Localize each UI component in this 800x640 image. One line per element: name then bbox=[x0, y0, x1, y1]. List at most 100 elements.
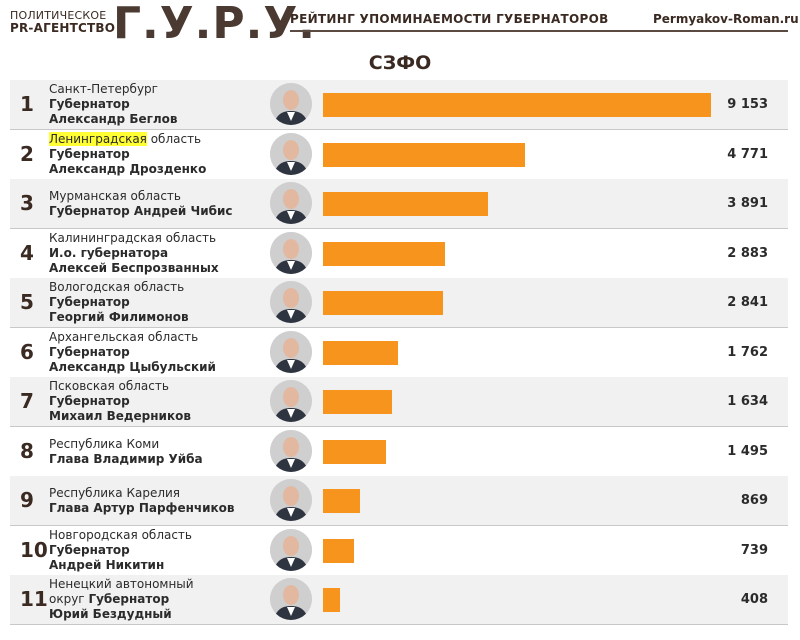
bar bbox=[323, 291, 444, 315]
table-row: 2 Ленинградская область Губернатор Александ… bbox=[10, 130, 788, 180]
governor-label: Псковская область Губернатор Михаил Ведерн… bbox=[49, 379, 271, 424]
rank-label: 6 bbox=[20, 339, 34, 364]
rank-label: 7 bbox=[20, 389, 34, 413]
region-name: Архангельская область bbox=[49, 329, 199, 344]
portrait-icon bbox=[270, 182, 312, 224]
region-name: Ненецкий автономный bbox=[49, 577, 194, 591]
portrait-icon bbox=[270, 330, 312, 373]
rank-label: 4 bbox=[20, 240, 34, 265]
data-label: 1 495 bbox=[727, 443, 768, 459]
governor-title: округ Губернатор bbox=[49, 592, 271, 607]
governor-label: Республика Карелия Глава Артур Парфенчико… bbox=[49, 486, 271, 516]
bar bbox=[323, 340, 398, 365]
governor-name: Александр Беглов bbox=[49, 112, 178, 126]
region-name: Республика Карелия bbox=[49, 486, 181, 500]
bar bbox=[323, 241, 446, 266]
data-label: 739 bbox=[740, 542, 768, 558]
table-row: 11 Ненецкий автономный округ Губернатор Юри… bbox=[10, 575, 788, 625]
data-label: 2 883 bbox=[727, 245, 768, 261]
rank-label: 1 bbox=[20, 92, 34, 116]
region-name: Мурманская область bbox=[49, 189, 181, 203]
bar bbox=[323, 390, 393, 414]
region-name: Новгородская область bbox=[49, 527, 192, 542]
portrait-icon bbox=[270, 380, 312, 422]
governor-avatar bbox=[270, 479, 312, 521]
table-row: 8 Республика Коми Глава Владимир Уйба 1 495 bbox=[10, 427, 788, 477]
bar bbox=[323, 93, 711, 117]
rank-label: 5 bbox=[20, 290, 34, 314]
governor-label: Вологодская область Губернатор Георгий Фил… bbox=[49, 280, 271, 325]
data-label: 3 891 bbox=[727, 196, 768, 211]
data-label: 9 153 bbox=[727, 97, 768, 112]
governor-title: Губернатор bbox=[49, 344, 130, 359]
governor-avatar bbox=[270, 528, 312, 571]
region-name: Вологодская область bbox=[49, 280, 185, 294]
bar bbox=[323, 142, 526, 167]
portrait-icon bbox=[270, 83, 312, 125]
portrait-icon bbox=[270, 578, 312, 620]
rank-label: 11 bbox=[20, 587, 48, 611]
logo: Г.У.Р.У. bbox=[113, 0, 316, 49]
governor-title: Губернатор Андрей Чибис bbox=[49, 204, 233, 218]
table-row: 5 Вологодская область Губернатор Георгий Фи… bbox=[10, 278, 788, 328]
governor-avatar bbox=[270, 182, 312, 224]
region-name: Калининградская область bbox=[49, 230, 217, 245]
agency-label: ПОЛИТИЧЕСКОЕ PR-АГЕНТСТВО bbox=[10, 9, 115, 35]
governor-label: Мурманская область Губернатор Андрей Чиби… bbox=[49, 189, 271, 219]
table-row: 1 Санкт-Петербург Губернатор Александр Бегл… bbox=[10, 80, 788, 130]
governor-title: Губернатор bbox=[49, 146, 130, 161]
chart-subtitle: РЕЙТИНГ УПОМИНАЕМОСТИ ГУБЕРНАТОРОВ bbox=[290, 12, 609, 26]
governor-avatar bbox=[270, 578, 312, 620]
governor-avatar bbox=[270, 231, 312, 274]
bar bbox=[323, 588, 341, 612]
portrait-icon bbox=[270, 429, 312, 472]
rank-label: 2 bbox=[20, 141, 34, 166]
bar bbox=[323, 192, 488, 216]
table-row: 9 Республика Карелия Глава Артур Парфенчик… bbox=[10, 476, 788, 526]
governor-title: Губернатор bbox=[49, 295, 130, 309]
portrait-icon bbox=[270, 479, 312, 521]
governor-label: Калининградская область И.о. губернатора А… bbox=[49, 231, 271, 276]
data-label: 1 634 bbox=[727, 394, 768, 409]
governor-avatar bbox=[270, 132, 312, 175]
site-link[interactable]: Permyakov-Roman.ru bbox=[653, 12, 799, 26]
region-name-rest: область bbox=[146, 131, 202, 146]
table-row: 7 Псковская область Губернатор Михаил Ведер… bbox=[10, 377, 788, 427]
governor-label: Республика Коми Глава Владимир Уйба bbox=[49, 437, 271, 467]
data-label: 408 bbox=[740, 592, 768, 607]
governor-name: Георгий Филимонов bbox=[49, 310, 189, 324]
governor-title: Губернатор bbox=[49, 394, 130, 408]
table-row: 6 Архангельская область Губернатор Александ… bbox=[10, 328, 788, 378]
table-row: 3 Мурманская область Губернатор Андрей Чиб… bbox=[10, 179, 788, 229]
governor-name: Юрий Бездудный bbox=[49, 607, 172, 621]
region-name: Республика Коми bbox=[49, 436, 160, 451]
agency-line1: ПОЛИТИЧЕСКОЕ bbox=[10, 9, 107, 22]
governor-title: И.о. губернатора bbox=[49, 245, 169, 260]
region-highlight: Ленинградская bbox=[49, 131, 147, 146]
portrait-icon bbox=[270, 132, 312, 175]
data-label: 1 762 bbox=[727, 344, 768, 360]
header-divider bbox=[290, 30, 788, 32]
rank-label: 3 bbox=[20, 191, 34, 215]
bar bbox=[323, 439, 387, 464]
governor-label: Новгородская область Губернатор Андрей Ник… bbox=[49, 528, 271, 573]
governor-name: Александр Дрозденко bbox=[49, 161, 207, 176]
governor-name: Александр Цыбульский bbox=[49, 359, 216, 374]
governor-title: Глава Владимир Уйба bbox=[49, 451, 203, 466]
data-label: 4 771 bbox=[727, 146, 768, 162]
header: ПОЛИТИЧЕСКОЕ PR-АГЕНТСТВО Г.У.Р.У. РЕЙТИ… bbox=[0, 0, 800, 52]
data-label: 2 841 bbox=[727, 295, 768, 310]
rank-label: 10 bbox=[20, 537, 48, 562]
rank-label: 8 bbox=[20, 438, 34, 463]
governor-name: Андрей Никитин bbox=[49, 557, 165, 572]
region-name-tail: округ bbox=[49, 592, 89, 606]
governor-name: Алексей Беспрозванных bbox=[49, 260, 219, 275]
governor-title-text: Губернатор bbox=[88, 592, 170, 606]
governor-title: Губернатор bbox=[49, 97, 130, 111]
governor-title: Глава Артур Парфенчиков bbox=[49, 501, 235, 515]
governor-label: Ненецкий автономный округ Губернатор Юрий … bbox=[49, 577, 271, 622]
chart-title: СЗФО bbox=[368, 52, 432, 74]
region-name: Ленинградская область bbox=[49, 131, 271, 147]
table-row: 10 Новгородская область Губернатор Андрей Н… bbox=[10, 526, 788, 576]
governor-title: Губернатор bbox=[49, 542, 130, 557]
